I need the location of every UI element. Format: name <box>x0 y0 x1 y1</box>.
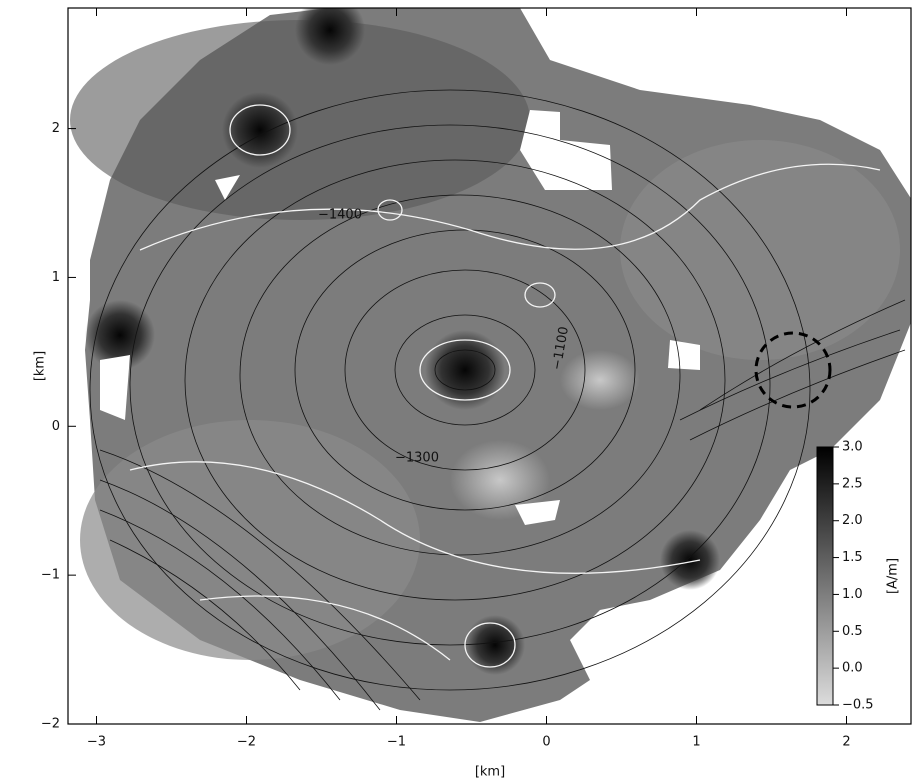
magnetization-map: −1400 −1300 −1100 <box>70 8 911 722</box>
colorbar-tick-label: 0.5 <box>842 624 863 639</box>
colorbar-tick-label: 2.0 <box>842 513 863 528</box>
y-tick-label: 0 <box>52 419 60 434</box>
x-tick-label: 2 <box>842 735 850 750</box>
colorbar-tick-label: −0.5 <box>842 698 874 713</box>
colorbar-tick-label: 3.0 <box>842 440 863 455</box>
y-axis-label: [km] <box>33 351 48 381</box>
axes-frame <box>67 7 912 725</box>
colorbar-tick-label: 1.5 <box>842 550 863 565</box>
x-tick-label: −2 <box>237 735 256 750</box>
contour-label: −1400 <box>318 208 362 223</box>
colorbar-tick-label: 2.5 <box>842 476 863 491</box>
y-tick-label: −1 <box>41 568 60 583</box>
contours <box>89 89 906 711</box>
colorbar-tick-label: 0.0 <box>842 661 863 676</box>
colorbar <box>816 446 834 706</box>
y-tick-label: −2 <box>41 717 60 732</box>
highlight-circle <box>754 331 832 409</box>
x-tick-label: −1 <box>387 735 406 750</box>
colorbar-tick-label: 1.0 <box>842 587 863 602</box>
x-tick-label: −3 <box>87 735 106 750</box>
y-tick-label: 2 <box>52 121 60 136</box>
contour-label: −1300 <box>395 451 439 466</box>
y-tick-label: 1 <box>52 270 60 285</box>
x-tick-label: 1 <box>692 735 700 750</box>
colorbar-label: [A/m] <box>886 558 901 594</box>
x-tick-label: 0 <box>542 735 550 750</box>
x-axis-label: [km] <box>475 765 505 780</box>
